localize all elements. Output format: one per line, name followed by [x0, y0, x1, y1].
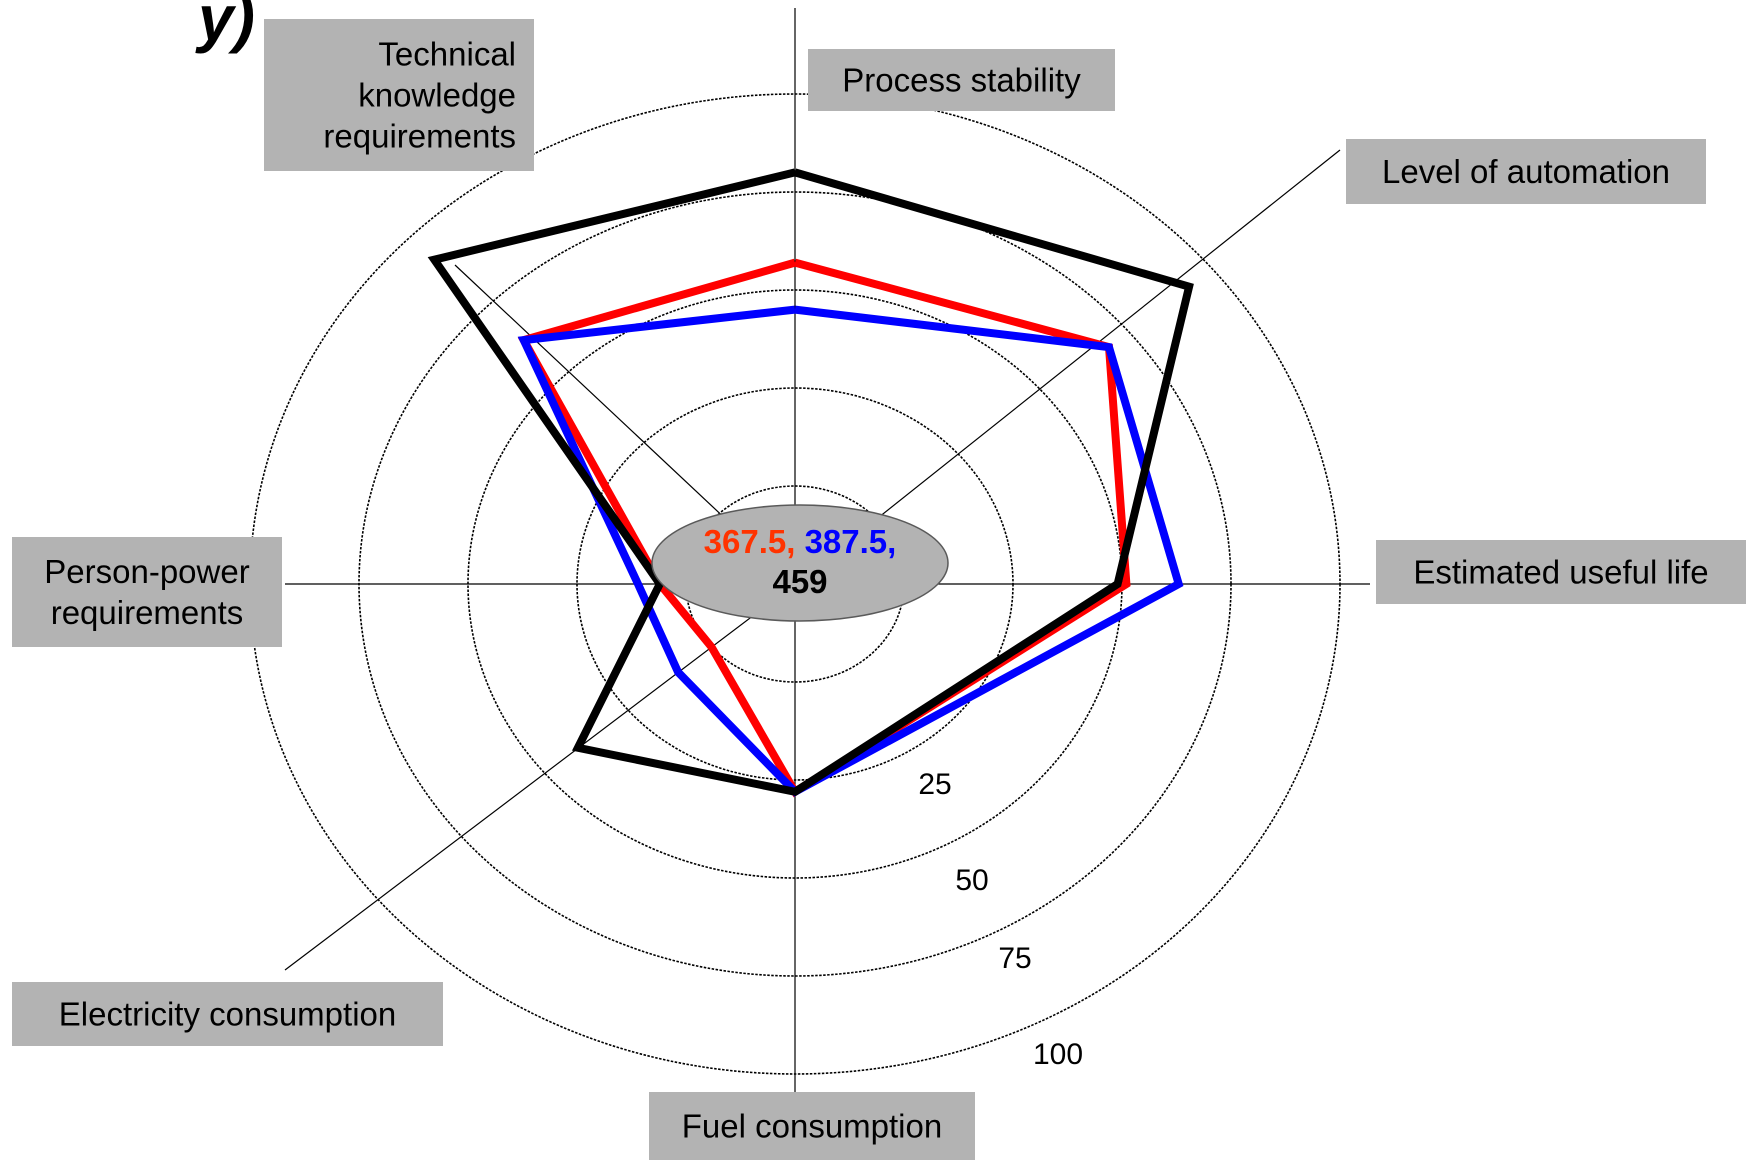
category-label-line: Person-power [44, 553, 249, 590]
category-label-2: Level of automation [1346, 139, 1706, 204]
category-label-4: Fuel consumption [649, 1092, 975, 1160]
radial-tick-25: 25 [918, 768, 951, 801]
category-label-line: knowledge [358, 76, 516, 113]
category-label-text: Level of automation [1382, 153, 1670, 190]
center-totals-line-1: 367.5, 387.5, [704, 523, 897, 560]
category-labels: Process stability Level of automation Esti… [12, 19, 1746, 1160]
category-label-line: Process stability [842, 61, 1081, 98]
category-label-text: Estimated useful life [1413, 553, 1708, 590]
center-total-3: 459 [772, 563, 827, 600]
axis-line-2 [794, 149, 1341, 585]
category-label-text: Fuel consumption [682, 1107, 942, 1144]
center-totals: 367.5, 387.5,459 [651, 504, 949, 622]
category-label-box [649, 1092, 975, 1160]
radial-tick-75: 75 [998, 942, 1031, 975]
category-label-box [808, 49, 1115, 111]
category-label-box [12, 982, 443, 1046]
center-total-1: 367.5, [704, 523, 796, 560]
category-label-line: Estimated useful life [1413, 553, 1708, 590]
category-label-text: Technical knowledge requirements [323, 35, 516, 154]
series-line-2 [517, 305, 1184, 797]
series-line-3 [427, 168, 1194, 797]
category-label-line: Fuel consumption [682, 1107, 942, 1144]
category-label-line: requirements [323, 117, 516, 154]
radial-tick-100: 100 [1033, 1038, 1083, 1071]
category-label-box [1376, 540, 1746, 604]
category-label-6: Person-power requirements [12, 537, 282, 647]
category-label-line: Technical [378, 35, 516, 72]
category-label-text: Electricity consumption [59, 995, 396, 1032]
category-label-box [12, 537, 282, 647]
title-fragment: y) [195, 0, 255, 54]
center-ellipse [651, 504, 949, 622]
category-label-box [1346, 139, 1706, 204]
series-group [427, 168, 1194, 798]
category-label-line: requirements [51, 594, 244, 631]
center-total-2: 387.5, [795, 523, 896, 560]
category-label-text: Process stability [842, 61, 1081, 98]
category-label-3: Estimated useful life [1376, 540, 1746, 604]
category-label-line: Electricity consumption [59, 995, 396, 1032]
category-label-1: Process stability [808, 49, 1115, 111]
radial-tick-labels: 25 50 75 100 [918, 768, 1083, 1071]
category-label-line: Level of automation [1382, 153, 1670, 190]
category-label-text: Person-power requirements [44, 553, 249, 631]
category-label-7: Technical knowledge requirements [264, 19, 534, 171]
category-label-box [264, 19, 534, 171]
radial-tick-50: 50 [955, 864, 988, 897]
category-label-5: Electricity consumption [12, 982, 443, 1046]
